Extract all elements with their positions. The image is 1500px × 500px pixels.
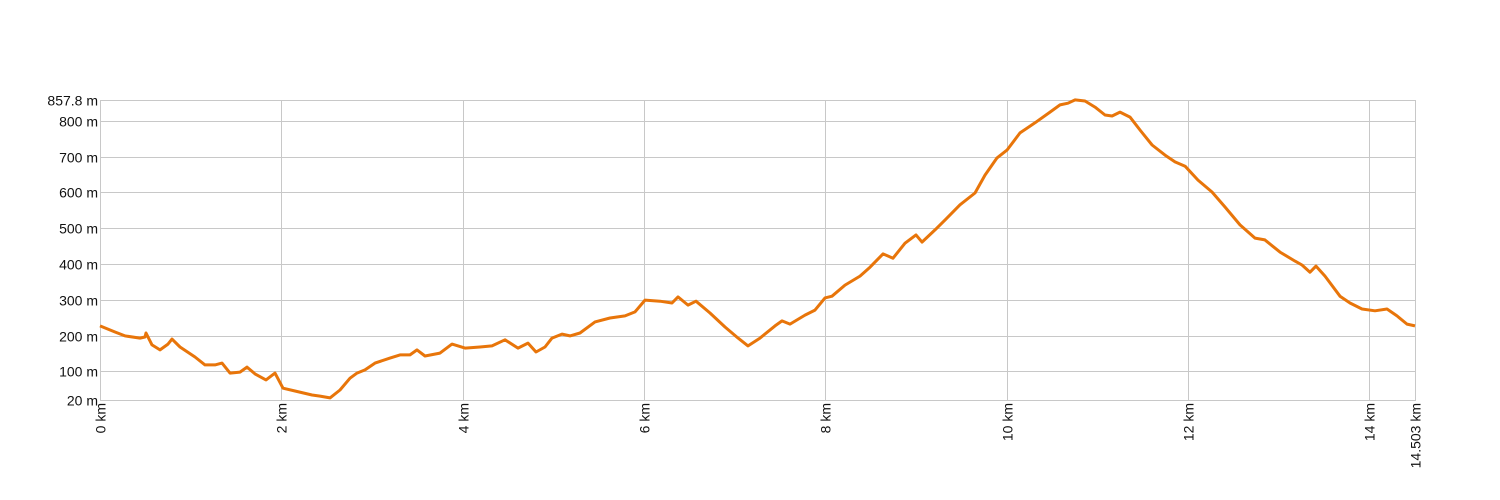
x-tick-label: 12 km: [1181, 403, 1197, 441]
x-tick-label: 0 km: [93, 403, 109, 433]
y-tick-label: 400 m: [59, 257, 98, 273]
y-tick-label: 600 m: [59, 185, 98, 201]
x-tick-label: 14 km: [1362, 403, 1378, 441]
grid-lines: [100, 100, 1416, 401]
x-tick-label: 10 km: [1000, 403, 1016, 441]
elevation-line: [99, 98, 1416, 400]
y-tick-label: 500 m: [59, 221, 98, 237]
y-tick-label: 700 m: [59, 150, 98, 166]
y-tick-label: 20 m: [67, 393, 98, 409]
x-tick-label: 4 km: [456, 403, 472, 433]
x-tick-label: 6 km: [637, 403, 653, 433]
x-tick-label: 14.503 km: [1408, 403, 1424, 468]
x-tick-label: 8 km: [818, 403, 834, 433]
x-axis-ticks: 0 km 2 km 4 km 6 km 8 km 10 km 12 km 14 km 14.50…: [93, 403, 1424, 468]
y-tick-label: 300 m: [59, 293, 98, 309]
x-tick-label: 2 km: [274, 403, 290, 433]
y-tick-label: 100 m: [59, 364, 98, 380]
y-axis-ticks: 20 m 100 m 200 m 300 m 400 m 500 m 600 m 700 m 8…: [47, 93, 98, 409]
y-tick-label: 857.8 m: [47, 93, 98, 109]
y-tick-label: 800 m: [59, 114, 98, 130]
y-tick-label: 200 m: [59, 329, 98, 345]
plot-border: [100, 100, 1416, 401]
